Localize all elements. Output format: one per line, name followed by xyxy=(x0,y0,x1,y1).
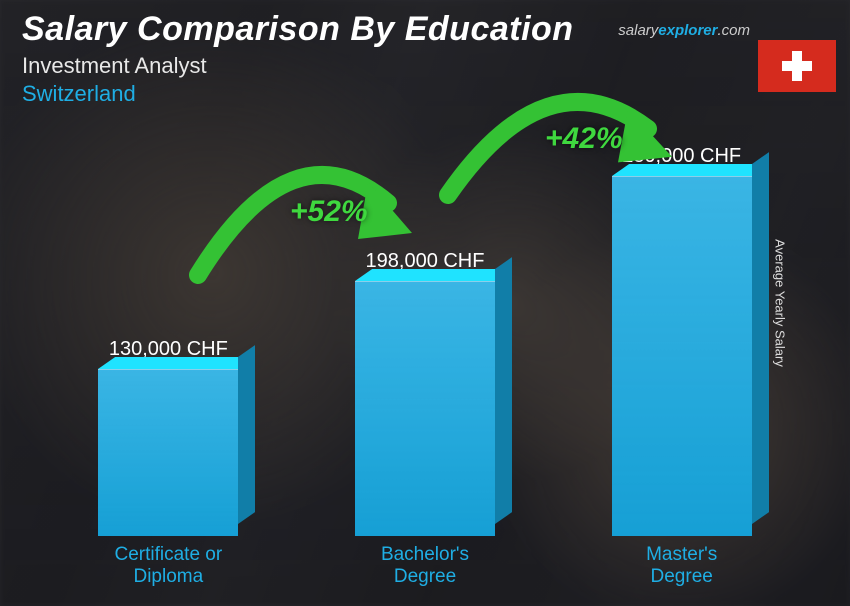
brand-suffix: .com xyxy=(717,22,750,39)
flag-cross-icon xyxy=(782,51,812,81)
bar-3d xyxy=(98,369,238,536)
x-axis-label: Bachelor'sDegree xyxy=(317,544,534,588)
bar-top-face xyxy=(355,269,512,281)
bar-group: 280,000 CHF xyxy=(573,145,790,536)
bar-front-face xyxy=(355,281,495,536)
bars-container: 130,000 CHF198,000 CHF280,000 CHF xyxy=(60,130,790,536)
brand-highlight: explorer xyxy=(658,22,717,39)
bar-front-face xyxy=(98,369,238,536)
bar-group: 198,000 CHF xyxy=(317,250,534,536)
y-axis-label: Average Yearly Salary xyxy=(773,239,788,367)
x-axis-labels: Certificate orDiploma Bachelor'sDegree Mas… xyxy=(60,544,790,588)
bar-top-face xyxy=(612,164,769,176)
bar-side-face xyxy=(752,152,769,524)
bar-group: 130,000 CHF xyxy=(60,338,277,536)
bar-3d xyxy=(355,281,495,536)
bar-front-face xyxy=(612,176,752,536)
bar-3d xyxy=(612,176,752,536)
brand-watermark: salaryexplorer.com xyxy=(618,22,750,39)
switzerland-flag-icon xyxy=(758,40,836,92)
bar-side-face xyxy=(495,257,512,524)
job-title: Investment Analyst xyxy=(22,53,828,79)
brand-prefix: salary xyxy=(618,22,658,39)
country-name: Switzerland xyxy=(22,81,828,107)
bar-top-face xyxy=(98,357,255,369)
bar-side-face xyxy=(238,345,255,524)
bar-chart: 130,000 CHF198,000 CHF280,000 CHF Certif… xyxy=(60,130,790,588)
x-axis-label: Master'sDegree xyxy=(573,544,790,588)
x-axis-label: Certificate orDiploma xyxy=(60,544,277,588)
